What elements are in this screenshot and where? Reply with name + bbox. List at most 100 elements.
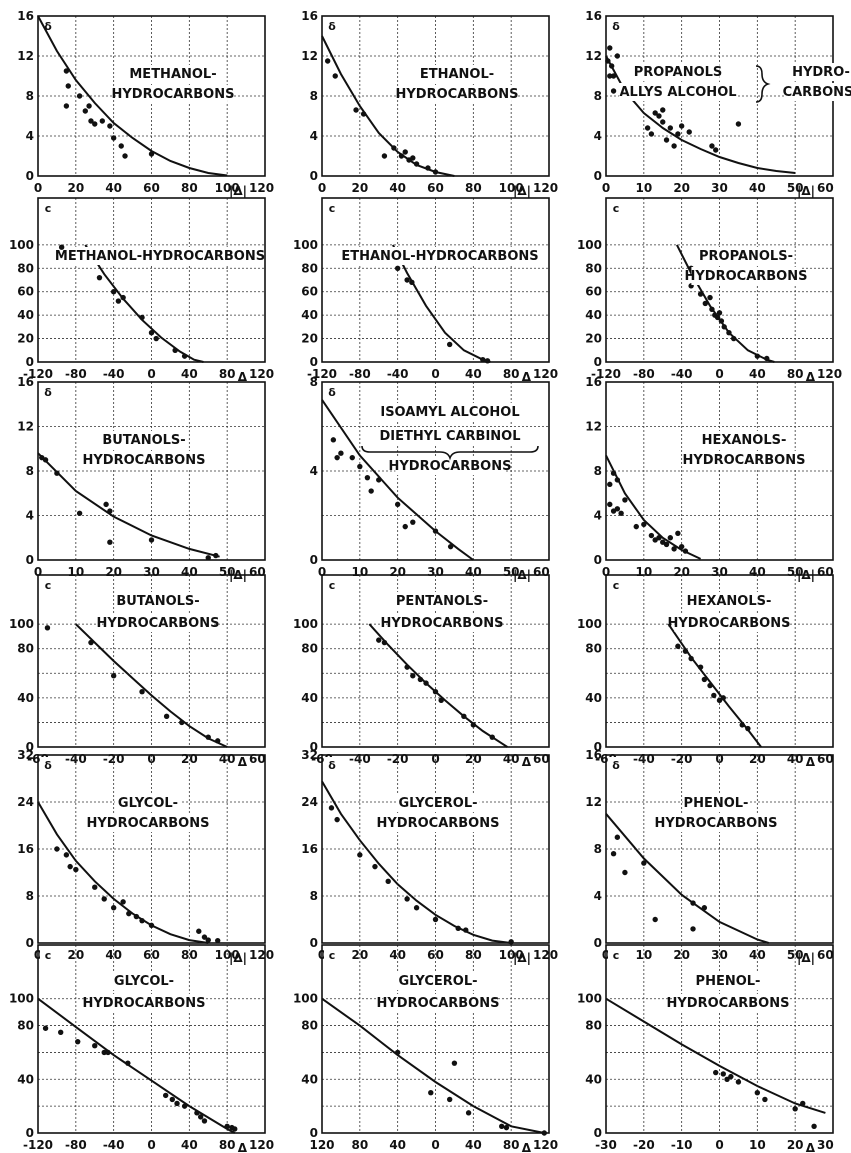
x-end-label: 60 (817, 752, 834, 766)
x-tick-label: 0 (318, 181, 326, 195)
data-point (120, 294, 126, 301)
x-tick-label: 20 (673, 181, 690, 195)
data-point (181, 1103, 188, 1109)
y-tick-label: 32 (301, 748, 318, 762)
data-point (605, 58, 611, 64)
annotation-text: METHANOL-HYDROCARBONS (55, 249, 265, 264)
x-axis-label: Δ (806, 755, 816, 769)
data-point (682, 648, 689, 654)
x-tick-label: 40 (465, 1138, 482, 1152)
y-tick-label: 4 (26, 129, 34, 143)
x-tick-label: -80 (633, 367, 655, 381)
x-tick-label: -120 (23, 1138, 53, 1152)
data-point (610, 73, 617, 79)
annotation-box (691, 267, 801, 285)
annotation-text: PROPANOLS (634, 65, 723, 80)
y-tick-label: 24 (301, 795, 318, 809)
annotation-text: HYDROCARBONS (83, 996, 206, 1011)
corner-label: c (45, 202, 52, 215)
y-tick-label: 100 (9, 992, 34, 1006)
panel-7: 0 10 20 30 40 50|Δ| 600481216δBUTANOLS-HYDROCA… (17, 375, 266, 582)
plot-frame (37, 15, 266, 177)
x-tick-label: -80 (65, 1138, 87, 1152)
y-tick-label: 40 (585, 691, 602, 705)
data-point (792, 1106, 798, 1112)
x-tick-label: -10 (671, 1138, 693, 1152)
y-tick-label: 40 (17, 308, 34, 322)
data-point (735, 121, 742, 127)
data-point (394, 501, 401, 508)
x-tick-label: 40 (749, 181, 766, 195)
data-point (726, 330, 732, 336)
data-point (404, 664, 410, 670)
data-point (413, 905, 420, 911)
data-point (58, 244, 65, 250)
y-tick-label: 12 (585, 49, 602, 63)
data-point (148, 151, 155, 157)
annotation-text: HYDROCARBONS (685, 269, 808, 284)
y-tick-label: 8 (26, 889, 34, 903)
data-point (633, 523, 639, 530)
y-tick-label: 16 (17, 375, 34, 389)
panel-1: 0 20 40 60 80 100|Δ| 120 0 4 8 12 16 δ METHANOL- HYDRO… (17, 9, 274, 198)
y-tick-label: 4 (594, 889, 602, 903)
data-point (54, 846, 60, 852)
annotation-text: GLYCEROL- (398, 974, 477, 989)
x-tick-label: 100 (499, 181, 524, 195)
y-tick-label: 40 (17, 691, 34, 705)
data-point (205, 555, 211, 561)
panel-3: 0 10 20 30 40 50|Δ| 60 0 4 8 12 16 δ PROPANOLS ALLYS A… (585, 9, 851, 198)
annotation-box (702, 431, 786, 449)
y-tick-label: 60 (301, 285, 318, 299)
data-point (172, 347, 178, 353)
annotation-text: GLYCOL- (114, 974, 174, 989)
data-point (610, 851, 617, 857)
data-point (92, 1043, 98, 1049)
data-point (404, 896, 410, 902)
data-point (811, 1123, 817, 1129)
annotation-box (636, 63, 720, 81)
annotation-box (419, 65, 495, 83)
data-point (432, 528, 439, 534)
data-point (410, 519, 416, 525)
corner-label: δ (44, 20, 52, 33)
panel-11: -60 -40 -20 0 20 40 Δ 6004080100cPENTANOLS-HYDR… (293, 574, 550, 769)
y-tick-label: 40 (585, 308, 602, 322)
corner-label-box (324, 384, 340, 399)
data-point (148, 537, 155, 543)
data-point (368, 488, 374, 494)
data-point (707, 682, 713, 689)
fit-curve (37, 452, 220, 558)
x-tick-label: 20 (351, 181, 368, 195)
corner-label: c (45, 949, 52, 962)
data-point (728, 1073, 734, 1080)
data-point (201, 1118, 208, 1124)
y-tick-label: 0 (594, 1126, 602, 1140)
y-tick-label: 32 (17, 748, 34, 762)
annotation-text: ISOAMYL ALCOHOL (380, 405, 519, 420)
plot-frame (605, 944, 834, 1134)
x-tick-label: 0 (34, 565, 42, 579)
data-point (667, 125, 674, 131)
data-point (745, 725, 751, 732)
x-axis-label: |Δ| (229, 184, 247, 198)
y-tick-label: 0 (26, 936, 34, 950)
y-tick-label: 12 (585, 420, 602, 434)
data-point (385, 878, 391, 885)
data-point (423, 680, 429, 686)
corner-label: c (613, 202, 620, 215)
x-tick-label: 0 (318, 565, 326, 579)
annotation-box (784, 83, 851, 101)
data-point (607, 45, 613, 51)
data-point (42, 457, 49, 463)
data-point (656, 535, 662, 541)
data-point (54, 470, 60, 476)
data-point (417, 676, 424, 683)
data-point (402, 149, 408, 155)
corner-label: c (329, 202, 336, 215)
data-point (607, 501, 613, 508)
annotation-text: CARBONS (783, 85, 851, 100)
x-end-label: 60 (533, 565, 550, 579)
data-point (179, 719, 185, 726)
